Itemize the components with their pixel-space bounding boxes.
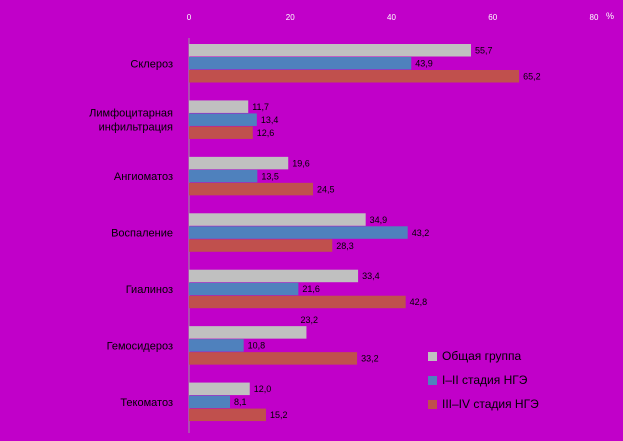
x-tick-label: 60 bbox=[488, 13, 497, 22]
data-label: 55,7 bbox=[475, 46, 493, 56]
x-tick-label: 0 bbox=[187, 13, 192, 22]
data-label: 42,8 bbox=[410, 297, 428, 307]
bar bbox=[189, 226, 408, 239]
bar bbox=[189, 295, 406, 309]
data-label: 43,9 bbox=[415, 59, 433, 69]
bar bbox=[189, 395, 231, 409]
bar bbox=[189, 269, 359, 283]
bar bbox=[189, 213, 366, 226]
legend-swatch bbox=[428, 375, 437, 385]
data-label: 8,1 bbox=[234, 397, 247, 407]
bar bbox=[189, 408, 266, 422]
data-label: 28,3 bbox=[336, 241, 354, 251]
bar bbox=[189, 44, 471, 57]
data-label: 13,5 bbox=[261, 171, 279, 181]
data-label: 12,0 bbox=[254, 384, 272, 394]
category-label: Гиалиноз bbox=[126, 284, 173, 296]
bar bbox=[189, 57, 412, 70]
x-tick-label: 40 bbox=[387, 13, 396, 22]
legend-item: Общая группа bbox=[428, 344, 618, 368]
category-label: Воспаление bbox=[111, 228, 173, 240]
category-label: Склероз bbox=[130, 58, 173, 70]
category-label: Ангиоматоз bbox=[114, 171, 173, 183]
data-label: 43,2 bbox=[412, 228, 430, 238]
data-label: 10,8 bbox=[248, 341, 266, 351]
bar bbox=[189, 100, 249, 113]
unit-label: % bbox=[606, 11, 614, 21]
x-tick-label: 20 bbox=[286, 13, 295, 22]
legend-label: Общая группа bbox=[442, 349, 522, 363]
bar bbox=[189, 282, 299, 296]
category-label: Текоматоз bbox=[120, 397, 173, 409]
data-label: 24,5 bbox=[317, 184, 335, 194]
data-label: 13,4 bbox=[261, 115, 279, 125]
bar bbox=[189, 70, 520, 83]
data-label: 33,2 bbox=[361, 354, 379, 364]
data-label: 33,4 bbox=[362, 271, 380, 281]
bar bbox=[189, 156, 289, 170]
bar bbox=[189, 113, 257, 126]
data-label: 11,7 bbox=[252, 102, 269, 112]
bar bbox=[189, 382, 250, 396]
data-label: 12,6 bbox=[257, 128, 275, 138]
data-label: 23,2 bbox=[300, 315, 318, 325]
legend-swatch bbox=[428, 351, 437, 361]
legend-item: III–IV стадия НГЭ bbox=[428, 392, 618, 416]
category-label: Лимфоцитарная инфильтрация bbox=[89, 108, 173, 134]
legend-label: III–IV стадия НГЭ bbox=[442, 397, 539, 411]
data-label: 19,6 bbox=[292, 158, 310, 168]
x-tick-label: 80 bbox=[590, 13, 599, 22]
bar bbox=[189, 239, 333, 252]
legend-label: I–II стадия НГЭ bbox=[442, 373, 528, 387]
data-label: 65,2 bbox=[523, 72, 541, 82]
data-label: 34,9 bbox=[370, 215, 388, 225]
data-label: 21,6 bbox=[302, 284, 320, 294]
data-label: 15,2 bbox=[270, 410, 288, 420]
legend: Общая группа I–II стадия НГЭ III–IV стадия… bbox=[428, 344, 618, 416]
bar bbox=[189, 182, 314, 196]
bar bbox=[189, 169, 258, 183]
category-label: Гемосидероз bbox=[107, 340, 173, 352]
bar bbox=[189, 352, 358, 365]
bar bbox=[189, 339, 244, 352]
bar bbox=[189, 326, 307, 339]
legend-item: I–II стадия НГЭ bbox=[428, 368, 618, 392]
bar bbox=[189, 126, 253, 139]
legend-swatch bbox=[428, 399, 437, 409]
